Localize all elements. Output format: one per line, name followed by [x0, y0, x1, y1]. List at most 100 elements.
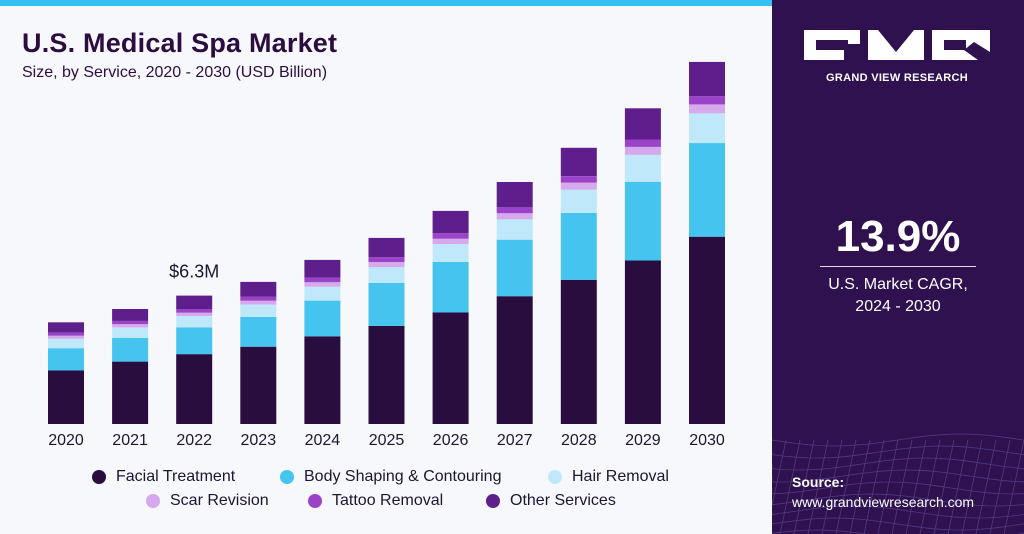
brand-name: GRAND VIEW RESEARCH: [826, 72, 968, 84]
bar-segment-2025-tattoo-removal: [368, 257, 405, 262]
bar-segment-2026-body-shaping-contouring: [432, 262, 469, 313]
bar-segment-2023-facial-treatment: [240, 346, 277, 424]
bar-segment-2026-hair-removal: [432, 244, 469, 262]
bar-segment-2030-other-services: [689, 61, 725, 97]
bar-segment-2023-hair-removal: [240, 304, 277, 317]
x-tick-label: 2021: [112, 432, 148, 449]
bar-segment-2029-hair-removal: [624, 155, 661, 182]
bar-segment-2026-tattoo-removal: [432, 233, 469, 239]
bar-segment-2020-facial-treatment: [48, 370, 84, 424]
chart-title: U.S. Medical Spa Market: [22, 28, 338, 58]
bar-segment-2030-scar-revision: [689, 104, 725, 114]
bar-segment-2028-body-shaping-contouring: [560, 212, 597, 280]
bar-segment-2024-body-shaping-contouring: [304, 300, 341, 337]
legend-swatch: [486, 494, 500, 508]
legend-label: Other Services: [510, 492, 616, 509]
bar-segment-2022-other-services: [176, 295, 213, 309]
bar-segment-2022-hair-removal: [176, 316, 213, 328]
legend-item: Facial Treatment: [92, 468, 235, 486]
x-tick-label: 2029: [625, 432, 661, 449]
bar-segment-2030-body-shaping-contouring: [689, 143, 725, 237]
x-tick-label: 2028: [561, 432, 597, 449]
bar-segment-2028-hair-removal: [560, 189, 597, 213]
bar-segment-2030-hair-removal: [689, 113, 725, 143]
legend-label: Tattoo Removal: [332, 492, 444, 509]
bar-segment-2020-tattoo-removal: [48, 332, 84, 336]
bar-segment-2027-tattoo-removal: [496, 207, 533, 214]
legend-label: Body Shaping & Contouring: [304, 468, 502, 485]
x-tick-label: 2026: [433, 432, 469, 449]
legend-item: Tattoo Removal: [308, 492, 443, 510]
bar-segment-2027-hair-removal: [496, 219, 533, 240]
bar-segment-2020-body-shaping-contouring: [48, 348, 84, 371]
bar-segment-2029-facial-treatment: [624, 260, 661, 424]
bar-segment-2023-body-shaping-contouring: [240, 317, 277, 347]
bar-segment-2024-hair-removal: [304, 286, 341, 301]
bar-segment-2029-tattoo-removal: [624, 139, 661, 147]
legend-swatch: [280, 470, 294, 484]
bar-segment-2027-body-shaping-contouring: [496, 239, 533, 297]
cagr-label: U.S. Market CAGR, 2024 - 2030: [772, 274, 1024, 318]
bar-segment-2024-facial-treatment: [304, 336, 341, 424]
cagr-label-line2: 2024 - 2030: [855, 298, 941, 315]
bar-segment-2021-other-services: [112, 309, 149, 321]
bar-segment-2025-other-services: [368, 237, 405, 258]
bar-segment-2029-scar-revision: [624, 146, 661, 155]
bar-segment-2029-body-shaping-contouring: [624, 181, 661, 261]
bar-segment-2023-other-services: [240, 281, 277, 297]
bar-segment-2021-body-shaping-contouring: [112, 337, 149, 362]
cagr-label-line1: U.S. Market CAGR,: [828, 276, 968, 293]
bar-segment-2025-facial-treatment: [368, 325, 405, 424]
legend-item: Hair Removal: [548, 468, 669, 486]
legend-label: Hair Removal: [572, 468, 669, 485]
bar-segment-2022-body-shaping-contouring: [176, 327, 213, 355]
bar-segment-2027-scar-revision: [496, 213, 533, 220]
bar-segment-2022-facial-treatment: [176, 354, 213, 424]
bar-segment-2024-scar-revision: [304, 282, 341, 287]
legend-label: Facial Treatment: [116, 468, 236, 485]
x-tick-label: 2027: [497, 432, 533, 449]
x-tick-label: 2020: [48, 432, 84, 449]
legend-item: Other Services: [486, 492, 616, 510]
bar-segment-2025-hair-removal: [368, 267, 405, 283]
bar-segment-2023-scar-revision: [240, 300, 277, 305]
x-tick-label: 2024: [305, 432, 341, 449]
cagr-divider: [820, 266, 976, 267]
grand-view-research-logo: GRAND VIEW RESEARCH: [804, 30, 990, 84]
bar-segment-2027-other-services: [496, 182, 533, 208]
logo-mark: [804, 30, 990, 60]
bar-segment-2025-body-shaping-contouring: [368, 282, 405, 326]
bar-segment-2026-other-services: [432, 210, 469, 234]
chart-subtitle: Size, by Service, 2020 - 2030 (USD Billi…: [22, 64, 328, 81]
legend-swatch: [146, 494, 160, 508]
bar-segment-2020-scar-revision: [48, 335, 84, 339]
bar-segment-2022-tattoo-removal: [176, 309, 213, 313]
bar-segment-2021-hair-removal: [112, 327, 149, 338]
bar-segment-2030-tattoo-removal: [689, 96, 725, 105]
bar-segment-2028-other-services: [560, 147, 597, 176]
x-tick-label: 2022: [176, 432, 212, 449]
bar-segment-2024-tattoo-removal: [304, 277, 341, 283]
legend-item: Body Shaping & Contouring: [280, 468, 501, 486]
sidebar-panel: GRAND VIEW RESEARCH 13.9% U.S. Market CA…: [772, 0, 1024, 534]
bar-segment-2026-facial-treatment: [432, 312, 469, 424]
wave-grid-lines: [772, 433, 1024, 534]
legend-label: Scar Revision: [170, 492, 269, 509]
x-tick-label: 2023: [241, 432, 277, 449]
chart-legend: Facial Treatment Body Shaping & Contourin…: [0, 462, 772, 522]
source-label: Source:: [792, 474, 845, 490]
legend-item: Scar Revision: [146, 492, 269, 510]
bar-segment-2028-facial-treatment: [560, 279, 597, 424]
bar-segment-2021-scar-revision: [112, 324, 149, 328]
source-url: www.grandviewresearch.com: [792, 494, 975, 510]
bar-segment-2021-facial-treatment: [112, 361, 149, 424]
cagr-value: 13.9%: [835, 212, 961, 261]
bar-segment-2020-hair-removal: [48, 338, 84, 349]
bar-segment-2020-other-services: [48, 322, 84, 333]
bar-segment-2025-scar-revision: [368, 262, 405, 268]
bar-segment-2026-scar-revision: [432, 238, 469, 245]
bar-segment-2022-scar-revision: [176, 312, 213, 317]
bar-segment-2028-scar-revision: [560, 182, 597, 190]
accent-line: [0, 0, 772, 6]
